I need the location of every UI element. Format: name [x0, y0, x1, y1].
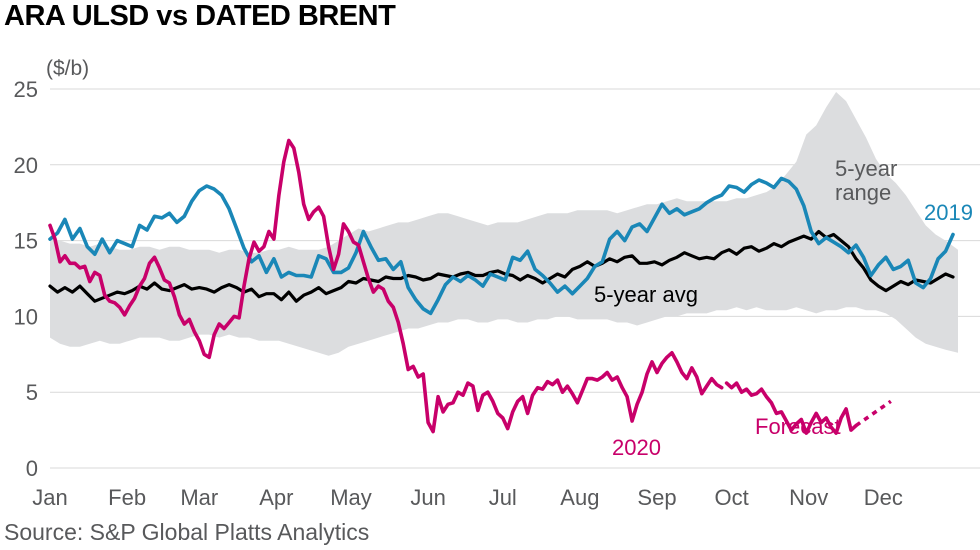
annotation-2019: 2019 [924, 200, 973, 225]
x-tick-label-jul: Jul [489, 485, 517, 510]
range-band-layer [50, 92, 958, 356]
x-tick-label-mar: Mar [180, 485, 218, 510]
range-band-5-year [50, 92, 958, 356]
x-tick-label-sep: Sep [637, 485, 676, 510]
annotation-5-year-avg: 5-year avg [594, 282, 698, 307]
chart-title: ARA ULSD vs DATED BRENT [4, 0, 396, 32]
x-tick-label-dec: Dec [864, 485, 903, 510]
y-axis: 0 5 10 15 20 25 [14, 77, 38, 481]
y-tick-label-5: 5 [26, 380, 38, 405]
annotation-5-year-range-line1: 5-year [835, 156, 897, 181]
series-line-2020-cont [724, 381, 858, 435]
series-layer [48, 138, 955, 435]
series-line-forecast [854, 399, 892, 428]
x-tick-label-jun: Jun [410, 485, 445, 510]
y-tick-label-20: 20 [14, 153, 38, 178]
y-axis-unit-label: ($/b) [46, 57, 89, 80]
x-axis: Jan Feb Mar Apr May Jun Jul Aug Sep Oct Nov Dec [32, 485, 903, 510]
x-tick-label-aug: Aug [560, 485, 599, 510]
y-tick-label-15: 15 [14, 229, 38, 254]
x-tick-label-oct: Oct [715, 485, 749, 510]
source-note: Source: S&P Global Platts Analytics [4, 519, 370, 545]
x-tick-label-may: May [330, 485, 372, 510]
annotation-forecast: Forecast [755, 414, 841, 439]
x-tick-label-nov: Nov [789, 485, 828, 510]
series-line-2019 [48, 176, 955, 316]
annotation-5-year-range-line2: range [835, 180, 891, 205]
y-tick-label-10: 10 [14, 304, 38, 329]
x-tick-label-apr: Apr [259, 485, 293, 510]
annotation-2020: 2020 [612, 435, 661, 460]
x-tick-label-jan: Jan [32, 485, 67, 510]
y-tick-label-25: 25 [14, 77, 38, 102]
series-line-5-year-avg [48, 229, 955, 303]
y-tick-label-0: 0 [26, 456, 38, 481]
series-line-2020 [48, 138, 724, 434]
x-tick-label-feb: Feb [108, 485, 146, 510]
